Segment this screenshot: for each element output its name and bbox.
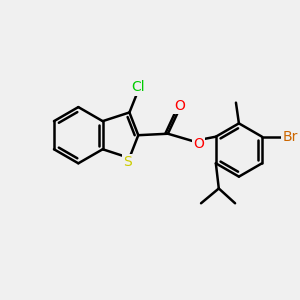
Text: Cl: Cl bbox=[131, 80, 145, 94]
Text: O: O bbox=[174, 99, 185, 112]
Text: S: S bbox=[124, 155, 132, 170]
Text: Br: Br bbox=[282, 130, 298, 144]
Text: O: O bbox=[193, 137, 204, 151]
